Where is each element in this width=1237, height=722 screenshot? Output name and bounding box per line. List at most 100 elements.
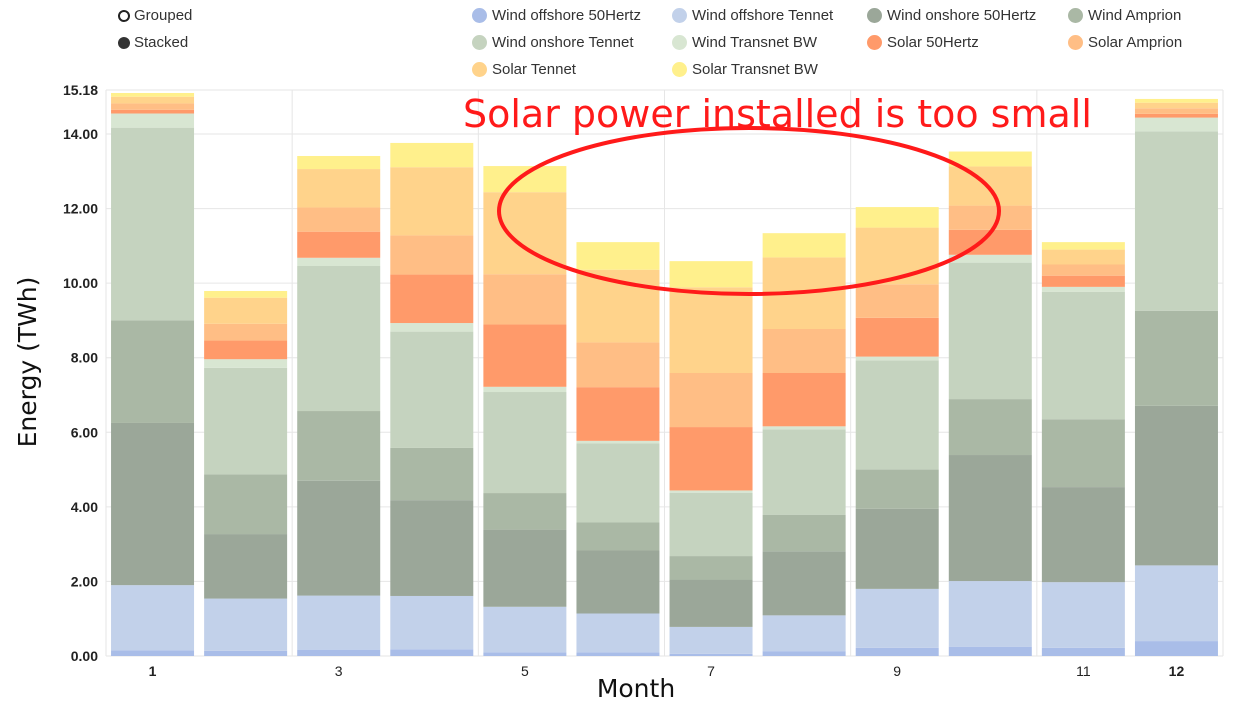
bar-segment[interactable]	[111, 109, 195, 114]
bar-segment[interactable]	[669, 556, 753, 580]
bar-segment[interactable]	[576, 613, 660, 653]
bar-segment[interactable]	[948, 455, 1032, 582]
legend-item[interactable]: Solar 50Hertz	[867, 34, 979, 51]
bar-segment[interactable]	[669, 287, 753, 373]
bar-segment[interactable]	[1134, 641, 1218, 656]
bar-segment[interactable]	[855, 227, 939, 285]
bar-segment[interactable]	[483, 529, 567, 607]
legend-item[interactable]: Wind offshore 50Hertz	[472, 7, 641, 24]
bar-segment[interactable]	[111, 103, 195, 110]
legend-item[interactable]: Wind Transnet BW	[672, 34, 817, 51]
bar-segment[interactable]	[1134, 565, 1218, 642]
bar-segment[interactable]	[483, 386, 567, 393]
bar-segment[interactable]	[855, 356, 939, 361]
bar-segment[interactable]	[762, 426, 846, 430]
bar-segment[interactable]	[111, 585, 195, 651]
bar-segment[interactable]	[762, 514, 846, 552]
bar-segment[interactable]	[576, 342, 660, 388]
bar-segment[interactable]	[669, 492, 753, 557]
bar-segment[interactable]	[297, 231, 381, 258]
bar-segment[interactable]	[1041, 264, 1125, 276]
bar-segment[interactable]	[576, 522, 660, 551]
bar-segment[interactable]	[390, 500, 474, 596]
bar-segment[interactable]	[948, 646, 1032, 656]
bar-segment[interactable]	[669, 653, 753, 656]
bar-segment[interactable]	[669, 373, 753, 428]
bar-segment[interactable]	[1134, 102, 1218, 109]
bar-segment[interactable]	[390, 649, 474, 656]
bar-segment[interactable]	[855, 284, 939, 318]
bar-segment[interactable]	[390, 235, 474, 275]
bar-segment[interactable]	[483, 606, 567, 653]
legend-item[interactable]: Wind offshore Tennet	[672, 7, 833, 24]
bar-segment[interactable]	[204, 474, 288, 535]
bar-segment[interactable]	[762, 615, 846, 652]
bar-segment[interactable]	[669, 427, 753, 491]
bar-segment[interactable]	[390, 331, 474, 448]
bar-segment[interactable]	[948, 581, 1032, 647]
bar-segment[interactable]	[297, 207, 381, 232]
bar-segment[interactable]	[1041, 242, 1125, 250]
bar-segment[interactable]	[111, 113, 195, 128]
bar-segment[interactable]	[1041, 487, 1125, 583]
bar-segment[interactable]	[669, 261, 753, 288]
bar-segment[interactable]	[297, 155, 381, 170]
bar-segment[interactable]	[390, 595, 474, 650]
bar-segment[interactable]	[204, 340, 288, 360]
bar-segment[interactable]	[390, 274, 474, 324]
bar-segment[interactable]	[855, 647, 939, 656]
bar-segment[interactable]	[390, 447, 474, 501]
bar-segment[interactable]	[855, 317, 939, 357]
bar-segment[interactable]	[204, 598, 288, 651]
bar-segment[interactable]	[948, 399, 1032, 456]
bar-segment[interactable]	[204, 359, 288, 368]
bar-segment[interactable]	[948, 166, 1032, 206]
bar-segment[interactable]	[669, 579, 753, 627]
bar-segment[interactable]	[762, 373, 846, 427]
bar-segment[interactable]	[111, 320, 195, 423]
legend-item[interactable]: Wind Amprion	[1068, 7, 1181, 24]
bar-segment[interactable]	[576, 440, 660, 444]
bar-segment[interactable]	[390, 323, 474, 332]
bar-segment[interactable]	[483, 166, 567, 193]
bar-segment[interactable]	[204, 297, 288, 324]
bar-segment[interactable]	[576, 652, 660, 656]
bar-segment[interactable]	[1041, 647, 1125, 656]
bar-segment[interactable]	[204, 367, 288, 475]
bar-segment[interactable]	[855, 360, 939, 470]
bar-segment[interactable]	[1041, 291, 1125, 420]
legend-item[interactable]: Wind onshore 50Hertz	[867, 7, 1036, 24]
bar-segment[interactable]	[204, 534, 288, 599]
bar-segment[interactable]	[1041, 275, 1125, 287]
bar-segment[interactable]	[576, 550, 660, 614]
bar-segment[interactable]	[762, 329, 846, 373]
bar-segment[interactable]	[669, 490, 753, 493]
bar-segment[interactable]	[576, 242, 660, 270]
bar-segment[interactable]	[483, 652, 567, 656]
bar-segment[interactable]	[855, 469, 939, 509]
bar-segment[interactable]	[483, 392, 567, 494]
bar-segment[interactable]	[297, 649, 381, 656]
bar-segment[interactable]	[1134, 131, 1218, 311]
legend-item[interactable]: Solar Tennet	[472, 61, 576, 78]
legend-item[interactable]: Solar Amprion	[1068, 34, 1182, 51]
bar-segment[interactable]	[1134, 405, 1218, 566]
bar-segment[interactable]	[1041, 419, 1125, 488]
bar-segment[interactable]	[762, 233, 846, 258]
bar-segment[interactable]	[762, 551, 846, 616]
bar-segment[interactable]	[576, 387, 660, 441]
bar-segment[interactable]	[855, 207, 939, 228]
bar-segment[interactable]	[948, 205, 1032, 230]
bar-segment[interactable]	[669, 626, 753, 654]
bar-segment[interactable]	[948, 151, 1032, 167]
bar-segment[interactable]	[855, 588, 939, 648]
bar-segment[interactable]	[1134, 98, 1218, 103]
bar-segment[interactable]	[111, 92, 195, 97]
bar-segment[interactable]	[297, 265, 381, 412]
bar-segment[interactable]	[1134, 113, 1218, 118]
bar-segment[interactable]	[948, 262, 1032, 400]
bar-segment[interactable]	[576, 443, 660, 523]
bar-segment[interactable]	[297, 480, 381, 596]
bar-segment[interactable]	[1134, 117, 1218, 132]
bar-segment[interactable]	[1134, 108, 1218, 114]
